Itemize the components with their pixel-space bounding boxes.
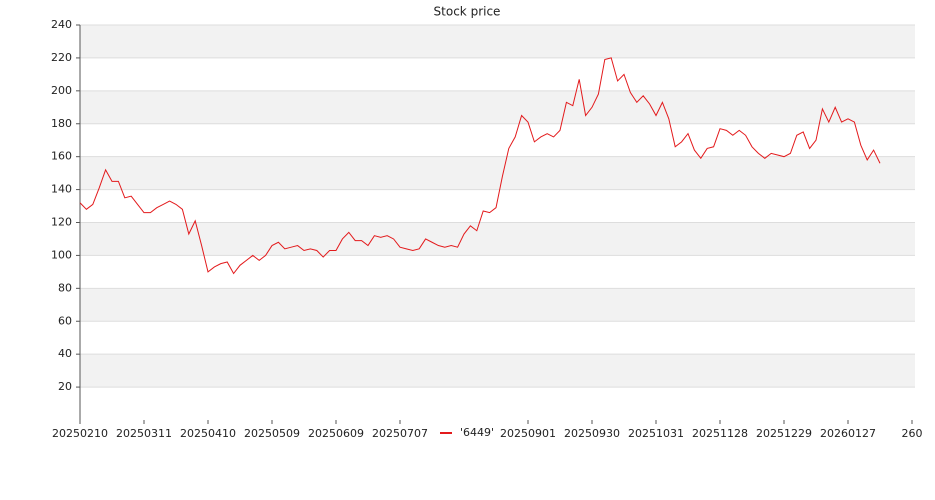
x-tick-label: 20250930 (564, 427, 620, 440)
y-tick-label: 240 (51, 18, 72, 31)
y-tick-label: 200 (51, 84, 72, 97)
x-tick-label: 20251128 (692, 427, 748, 440)
legend-box (436, 425, 500, 441)
y-tick-label: 40 (58, 347, 72, 360)
chart-title: Stock price (434, 5, 501, 19)
legend-label: '6449' (460, 426, 494, 439)
x-tick-label: 20250509 (244, 427, 300, 440)
x-tick-label: 20250901 (500, 427, 556, 440)
x-tick-label: 20250707 (372, 427, 428, 440)
x-tick-label: 20250609 (308, 427, 364, 440)
data-line (79, 57, 881, 275)
y-tick-label: 20 (58, 380, 72, 393)
y-tick-label: 160 (51, 150, 72, 163)
y-tick-label: 60 (58, 314, 72, 327)
y-tick-label: 140 (51, 183, 72, 196)
x-tick-label: 20250210 (52, 427, 108, 440)
grid-band (80, 90, 915, 124)
x-tick-label: 20251031 (628, 427, 684, 440)
x-tick-label: 20251229 (756, 427, 812, 440)
grid-band (80, 156, 915, 190)
grid-band (80, 288, 915, 322)
x-tick-label: 20250311 (116, 427, 172, 440)
x-tick-label: 260 (902, 427, 923, 440)
grid-band (80, 222, 915, 256)
grid-band (80, 354, 915, 388)
y-tick-label: 180 (51, 117, 72, 130)
y-tick-label: 120 (51, 216, 72, 229)
grid-band (80, 25, 915, 58)
y-tick-label: 220 (51, 51, 72, 64)
y-tick-label: 100 (51, 248, 72, 261)
x-tick-label: 20260127 (820, 427, 876, 440)
x-tick-label: 20250410 (180, 427, 236, 440)
y-tick-label: 80 (58, 281, 72, 294)
